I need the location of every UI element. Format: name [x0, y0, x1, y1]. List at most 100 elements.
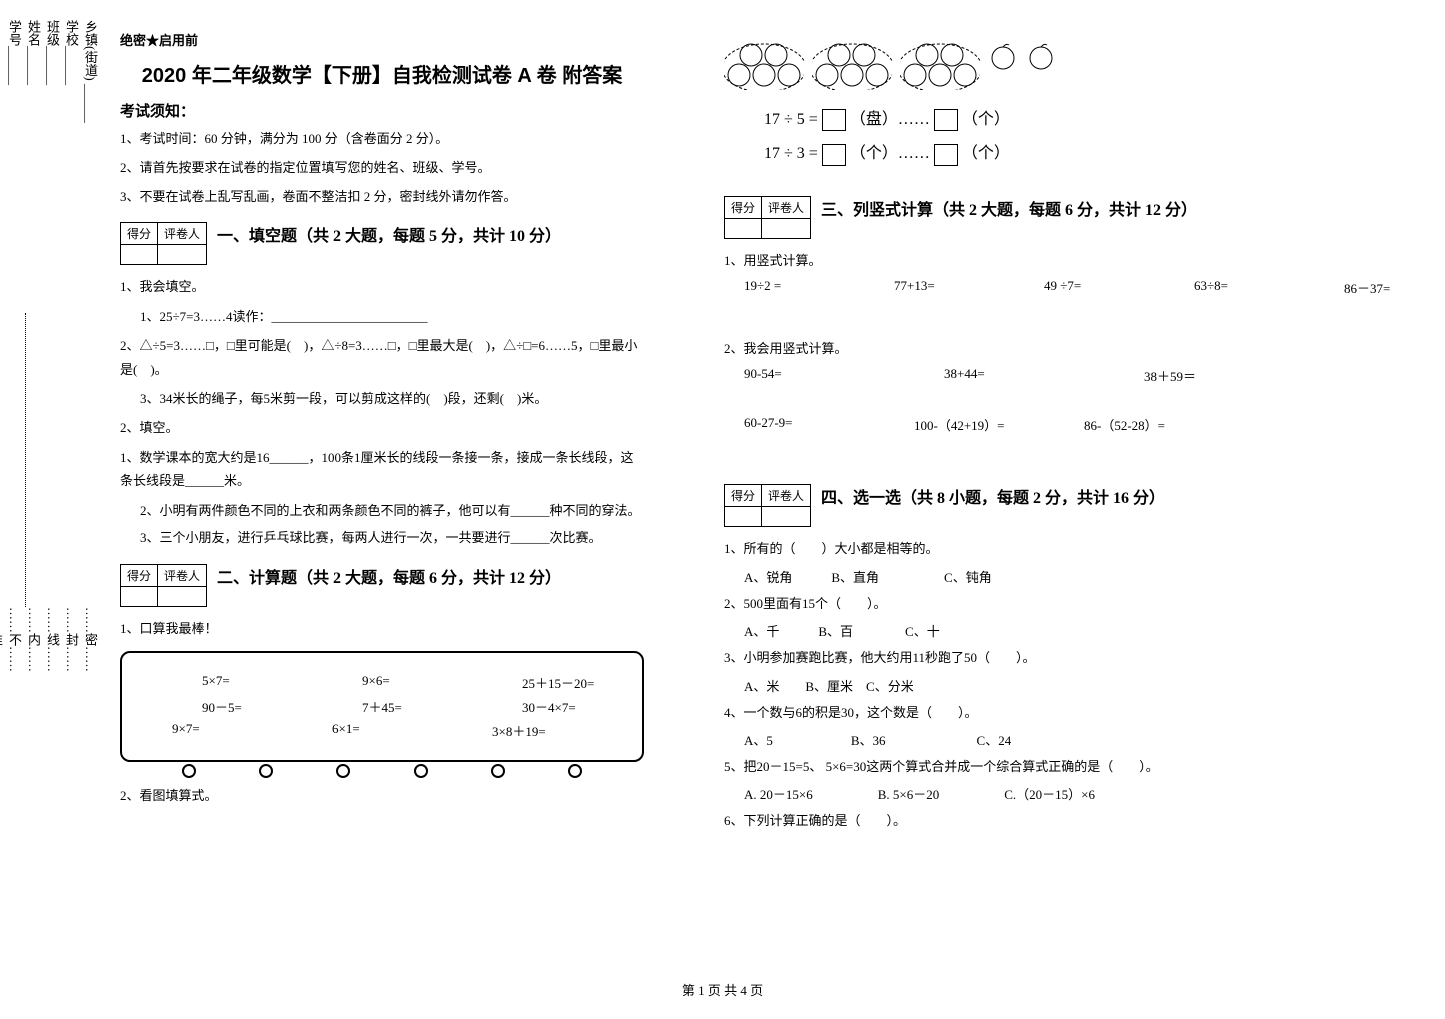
division-expression: 17 ÷ 3 = （个）…… （个）: [724, 139, 1444, 165]
score-box: 得分评卷人: [120, 564, 207, 607]
question: 1、所有的（ ）大小都是相等的。: [724, 537, 1444, 560]
wheel-icon: [491, 764, 505, 778]
question: 5、把20－15=5、 5×6=30这两个算式合并成一个综合算式正确的是（ ）。: [724, 755, 1444, 778]
calc-item: 5×7=: [202, 673, 302, 692]
exam-title: 2020 年二年级数学【下册】自我检测试卷 A 卷 附答案: [120, 59, 644, 88]
calc-item: 77+13=: [894, 278, 994, 297]
apple-group-icon: [724, 40, 804, 90]
grader-label: 评卷人: [762, 485, 811, 507]
binding-seal-text: ……线……: [43, 607, 62, 900]
score-label: 得分: [725, 485, 762, 507]
right-column: 17 ÷ 5 = （盘）…… （个） 17 ÷ 3 = （个）…… （个） 得分…: [714, 30, 1445, 950]
grader-label: 评卷人: [158, 565, 207, 587]
div-text: 17 ÷ 5 =: [764, 111, 818, 128]
answer-box: [934, 109, 958, 131]
choices: A、米 B、厘米 C、分米: [744, 676, 1444, 695]
wheel-icon: [568, 764, 582, 778]
score-cell: [725, 507, 762, 527]
score-cell: [121, 245, 158, 265]
note-item: 1、考试时间：60 分钟，满分为 100 分（含卷面分 2 分）。: [120, 129, 644, 150]
score-box: 得分评卷人: [724, 484, 811, 527]
score-label: 得分: [725, 196, 762, 218]
page-footer: 第 1 页 共 4 页: [0, 980, 1445, 999]
binding-seal-text: ……内……: [24, 607, 43, 900]
calc-row: 9×7= 6×1= 3×8＋19=: [142, 721, 622, 740]
calc-item: 86－37=: [1344, 278, 1444, 297]
binding-seal-text: ……不……: [5, 607, 24, 900]
div-unit: （个）: [962, 145, 1010, 162]
calc-item: 3×8＋19=: [492, 721, 592, 740]
calc-row: 60-27-9= 100-（42+19）= 86-（52-28）=: [724, 415, 1444, 434]
choices: A、千 B、百 C、十: [744, 621, 1444, 640]
calc-item: 90－5=: [202, 697, 302, 716]
calc-row: 5×7= 9×6= 25＋15－20=: [142, 673, 622, 692]
note-item: 2、请首先按要求在试卷的指定位置填写您的姓名、班级、学号。: [120, 158, 644, 179]
question: 2、看图填算式。: [120, 784, 644, 807]
question: 2、填空。: [120, 416, 644, 439]
grader-cell: [762, 507, 811, 527]
binding-label: 学校______: [62, 20, 81, 313]
wheel-icon: [336, 764, 350, 778]
wheel-icon: [182, 764, 196, 778]
exam-notes-title: 考试须知：: [120, 100, 644, 121]
division-expression: 17 ÷ 5 = （盘）…… （个）: [724, 105, 1444, 131]
choices: A、5 B、36 C、24: [744, 730, 1444, 749]
calc-row: 90-54= 38+44= 38＋59＝: [724, 366, 1444, 385]
div-unit: （盘）……: [850, 111, 930, 128]
calc-item: 9×7=: [172, 721, 272, 740]
binding-label: 姓名______: [24, 20, 43, 313]
wheel-icon: [259, 764, 273, 778]
apple-group-icon: [900, 40, 980, 90]
section-4-header: 得分评卷人 四、选一选（共 8 小题，每题 2 分，共计 16 分）: [724, 484, 1444, 527]
section-3-title: 三、列竖式计算（共 2 大题，每题 6 分，共计 12 分）: [821, 196, 1197, 220]
calc-item: 90-54=: [744, 366, 844, 385]
confidential-label: 绝密★启用前: [120, 30, 644, 49]
calc-item: 49 ÷7=: [1044, 278, 1144, 297]
binding-seal-text: ……封……: [62, 607, 81, 900]
question: 4、一个数与6的积是30，这个数是（ ）。: [724, 701, 1444, 724]
grader-cell: [158, 587, 207, 607]
calc-row: 90－5= 7＋45= 30－4×7=: [142, 697, 622, 716]
section-2-title: 二、计算题（共 2 大题，每题 6 分，共计 12 分）: [217, 564, 561, 588]
binding-labels-right: ……密…… ……封…… ……线…… ……内…… ……不…… ……准…… ……答……: [20, 607, 100, 900]
question: 2、我会用竖式计算。: [724, 337, 1444, 360]
choices: A、锐角 B、直角 C、钝角: [744, 567, 1444, 586]
binding-seal-text: ……密……: [81, 607, 100, 900]
score-label: 得分: [121, 223, 158, 245]
grader-cell: [762, 218, 811, 238]
score-box: 得分评卷人: [120, 222, 207, 265]
binding-label: 乡镇(街道) ______: [81, 20, 100, 313]
calc-item: 9×6=: [362, 673, 462, 692]
sub-question: 3、三个小朋友，进行乒乓球比赛，每两人进行一次，一共要进行______次比赛。: [140, 526, 644, 549]
grader-cell: [158, 245, 207, 265]
section-1-header: 得分评卷人 一、填空题（共 2 大题，每题 5 分，共计 10 分）: [120, 222, 644, 265]
question: 1、用竖式计算。: [724, 249, 1444, 272]
note-item: 3、不要在试卷上乱写乱画，卷面不整洁扣 2 分，密封线外请勿作答。: [120, 187, 644, 208]
apple-icon: [1026, 40, 1056, 70]
sub-question: 1、数学课本的宽大约是16______，100条1厘米长的线段一条接一条，接成一…: [120, 446, 644, 493]
calc-item: 38＋59＝: [1144, 366, 1244, 385]
answer-box: [822, 144, 846, 166]
calc-item: 100-（42+19）=: [914, 415, 1014, 434]
sub-question: 3、34米长的绳子，每5米剪一段，可以剪成这样的( )段，还剩( )米。: [140, 387, 644, 410]
calc-item: 60-27-9=: [744, 415, 844, 434]
question: 6、下列计算正确的是（ ）。: [724, 809, 1444, 832]
wheel-icon: [414, 764, 428, 778]
page-content: 绝密★启用前 2020 年二年级数学【下册】自我检测试卷 A 卷 附答案 考试须…: [110, 30, 1410, 950]
calc-item: 38+44=: [944, 366, 1044, 385]
calc-item: 25＋15－20=: [522, 673, 622, 692]
section-3-header: 得分评卷人 三、列竖式计算（共 2 大题，每题 6 分，共计 12 分）: [724, 196, 1444, 239]
choices: A. 20－15×6 B. 5×6－20 C.（20－15）×6: [744, 784, 1444, 803]
calc-item: 30－4×7=: [522, 697, 622, 716]
binding-label: 班级______: [43, 20, 62, 313]
grader-label: 评卷人: [158, 223, 207, 245]
calc-row: 19÷2 = 77+13= 49 ÷7= 63÷8= 86－37=: [724, 278, 1444, 297]
question: 1、我会填空。: [120, 275, 644, 298]
score-label: 得分: [121, 565, 158, 587]
calculation-bus-shape: 5×7= 9×6= 25＋15－20= 90－5= 7＋45= 30－4×7= …: [120, 651, 644, 762]
question: 2、500里面有15个（ ）。: [724, 592, 1444, 615]
score-box: 得分评卷人: [724, 196, 811, 239]
section-2-header: 得分评卷人 二、计算题（共 2 大题，每题 6 分，共计 12 分）: [120, 564, 644, 607]
left-column: 绝密★启用前 2020 年二年级数学【下册】自我检测试卷 A 卷 附答案 考试须…: [110, 30, 654, 950]
sub-question: 2、△÷5=3……□，□里可能是( )，△÷8=3……□，□里最大是( )，△÷…: [120, 334, 644, 381]
